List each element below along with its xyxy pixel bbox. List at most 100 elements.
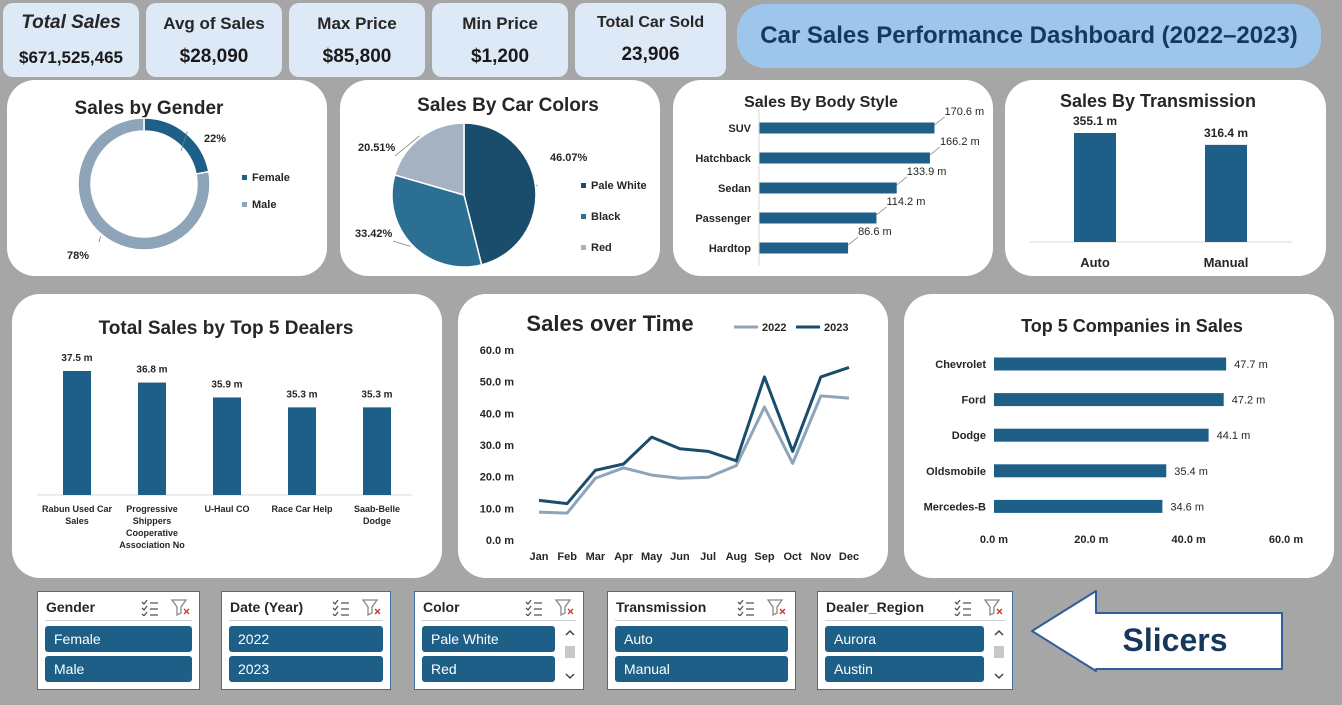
leader-line [392, 240, 411, 247]
category-label-line: Cooperative [126, 528, 178, 538]
scroll-down-icon[interactable] [565, 673, 575, 680]
legend-swatch [581, 245, 586, 250]
y-tick-label: 20.0 m [480, 472, 514, 484]
leader-line [929, 146, 941, 156]
slicer-divider [45, 620, 192, 621]
category-label: Hardtop [709, 243, 751, 255]
chart-title: Total Sales by Top 5 Dealers [99, 318, 354, 339]
leader-line [394, 135, 420, 157]
slicer-date-year: Date (Year) 2022 2023 [221, 591, 391, 690]
x-tick-label: Jan [530, 551, 549, 563]
chart-top-companies: Top 5 Companies in Sales Chevrolet 47.7 m F… [924, 316, 1304, 546]
clear-filter-icon[interactable] [554, 599, 574, 616]
slice-label: 78% [67, 250, 89, 262]
chart-sales-over-time: Sales over Time 0.0 m 10.0 m 20.0 m 30.0 m 40… [480, 311, 859, 563]
category-label: Saab-Belle Dodge [354, 504, 400, 526]
data-label: 37.5 m [61, 353, 92, 364]
bar [213, 397, 241, 495]
x-tick-label: 20.0 m [1074, 534, 1108, 546]
y-tick-label: 30.0 m [480, 440, 514, 452]
category-label: Dodge [952, 430, 986, 442]
multi-select-icon[interactable] [954, 599, 971, 616]
bar [994, 428, 1209, 442]
slicer-scrollbar[interactable] [992, 626, 1006, 684]
slicer-item-manual[interactable]: Manual [615, 656, 788, 682]
category-label-line: Sales [65, 516, 89, 526]
category-label: Race Car Help [271, 504, 333, 514]
legend-label: Male [252, 199, 276, 211]
scroll-up-icon[interactable] [565, 629, 575, 636]
chart-title: Sales by Gender [75, 98, 225, 119]
multi-select-icon[interactable] [737, 599, 754, 616]
clear-filter-icon[interactable] [983, 599, 1003, 616]
leader-line [535, 184, 538, 187]
clear-filter-icon[interactable] [361, 599, 381, 616]
bar [288, 407, 316, 495]
y-tick-label: 60.0 m [480, 345, 514, 357]
card-sales-by-color: Sales By Car Colors 46.07% 33.42% 20.51% Pal… [340, 80, 660, 276]
card-sales-by-transmission: Sales By Transmission 355.1 m Auto 316.4 m M… [1005, 80, 1326, 276]
data-label: 170.6 m [944, 106, 984, 118]
slicer-title: Dealer_Region [826, 599, 925, 615]
slicer-color: Color Pale White Red [414, 591, 584, 690]
category-label-line: Association No [119, 540, 185, 550]
series-line [538, 394, 850, 515]
x-tick-label: Mar [586, 551, 606, 563]
category-label-line: Dodge [363, 516, 391, 526]
bar [63, 371, 91, 495]
legend-label: Female [252, 172, 290, 184]
slicer-item-aurora[interactable]: Aurora [825, 626, 984, 652]
chart-title: Top 5 Companies in Sales [1021, 316, 1243, 336]
data-label: 36.8 m [136, 365, 167, 376]
slicers-callout-label: Slicers [1122, 622, 1228, 658]
slicer-item-2023[interactable]: 2023 [229, 656, 383, 682]
legend-label: 2022 [762, 322, 786, 334]
data-label: 166.2 m [940, 136, 980, 148]
category-label: U-Haul CO [205, 504, 250, 514]
pie-slice [77, 117, 211, 251]
slicer-item-male[interactable]: Male [45, 656, 192, 682]
data-label: 316.4 m [1204, 126, 1248, 140]
bar [994, 499, 1163, 513]
category-label-line: Progressive [126, 504, 178, 514]
leader-line [876, 206, 887, 216]
slicer-gender: Gender Female Male [37, 591, 200, 690]
clear-filter-icon[interactable] [766, 599, 786, 616]
scroll-thumb[interactable] [565, 646, 575, 658]
legend-swatch [242, 175, 247, 180]
data-label: 114.2 m [886, 196, 925, 208]
slicer-item-pale-white[interactable]: Pale White [422, 626, 555, 652]
x-tick-label: 40.0 m [1172, 534, 1206, 546]
slicer-divider [825, 620, 1005, 621]
kpi-avg-sales-value: $28,090 [179, 46, 249, 67]
category-label-line: U-Haul CO [205, 504, 250, 514]
x-tick-label: Jun [670, 551, 690, 563]
slicer-item-2022[interactable]: 2022 [229, 626, 383, 652]
slicer-controls [141, 599, 190, 616]
slicer-item-female[interactable]: Female [45, 626, 192, 652]
clear-filter-icon[interactable] [170, 599, 190, 616]
kpi-max-price: Max Price $85,800 [289, 3, 425, 77]
scroll-down-icon[interactable] [994, 673, 1004, 680]
kpi-total-car-sold-value: 23,906 [621, 44, 680, 65]
x-tick-label: May [641, 551, 663, 563]
slicer-item-austin[interactable]: Austin [825, 656, 984, 682]
pie-slice [391, 174, 483, 268]
kpi-total-sales-label: Total Sales [21, 12, 121, 33]
x-tick-label: Jul [700, 551, 716, 563]
slicer-item-red[interactable]: Red [422, 656, 555, 682]
multi-select-icon[interactable] [332, 599, 349, 616]
slicer-scrollbar[interactable] [563, 626, 577, 684]
slicer-item-auto[interactable]: Auto [615, 626, 788, 652]
data-label: 86.6 m [858, 226, 892, 238]
x-tick-label: 0.0 m [980, 534, 1008, 546]
x-tick-label: Nov [810, 551, 832, 563]
slicer-title: Date (Year) [230, 599, 304, 615]
multi-select-icon[interactable] [141, 599, 158, 616]
scroll-up-icon[interactable] [994, 629, 1004, 636]
scroll-thumb[interactable] [994, 646, 1004, 658]
data-label: 47.2 m [1232, 395, 1266, 407]
multi-select-icon[interactable] [525, 599, 542, 616]
data-label: 35.4 m [1174, 466, 1208, 478]
x-tick-label: Feb [557, 551, 577, 563]
